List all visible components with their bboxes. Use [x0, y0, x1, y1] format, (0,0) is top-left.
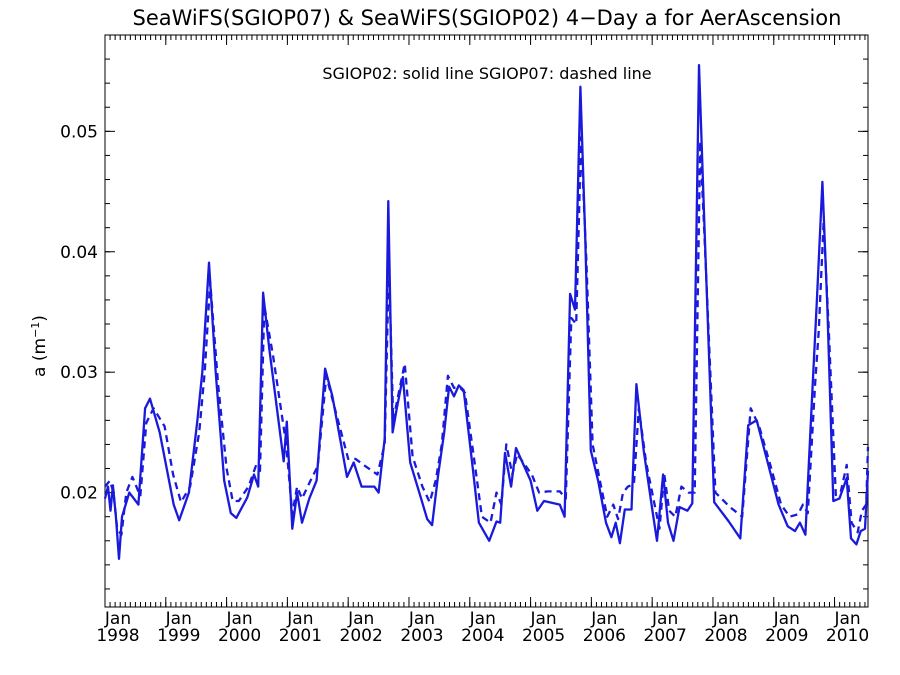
- x-tick-month-label: Jan: [590, 609, 617, 629]
- x-tick-month-label: Jan: [347, 609, 374, 629]
- x-tick-year-label: 2009: [765, 626, 808, 646]
- x-tick-year-label: 2006: [583, 626, 626, 646]
- y-tick-label: 0.03: [60, 363, 98, 383]
- x-tick-month-label: Jan: [712, 609, 739, 629]
- x-tick-month-label: Jan: [165, 609, 192, 629]
- y-axis-label: a (m−1): [29, 315, 50, 377]
- x-tick-month-label: Jan: [833, 609, 860, 629]
- x-tick-year-label: 2000: [218, 626, 261, 646]
- x-tick-month-label: Jan: [529, 609, 556, 629]
- x-tick-year-label: 2008: [704, 626, 747, 646]
- x-tick-year-label: 2007: [644, 626, 687, 646]
- series-line-sgiop07-dashed: [104, 136, 870, 536]
- y-tick-label: 0.02: [60, 484, 98, 504]
- x-tick-month-label: Jan: [469, 609, 496, 629]
- x-tick-month-label: Jan: [286, 609, 313, 629]
- legend-annotation: SGIOP02: solid line SGIOP07: dashed line: [322, 64, 651, 83]
- x-tick-year-label: 2003: [400, 626, 443, 646]
- x-tick-year-label: 2004: [461, 626, 504, 646]
- x-tick-year-label: 1998: [96, 626, 139, 646]
- x-tick-year-label: 2010: [826, 626, 869, 646]
- x-tick-month-label: Jan: [104, 609, 131, 629]
- plot-frame: [104, 34, 869, 608]
- x-tick-year-label: 2002: [340, 626, 383, 646]
- x-tick-month-label: Jan: [773, 609, 800, 629]
- plot-area: 0.020.030.040.05Jan1998Jan1999Jan2000Jan…: [60, 34, 870, 646]
- x-tick-month-label: Jan: [651, 609, 678, 629]
- x-tick-year-label: 2005: [522, 626, 565, 646]
- y-tick-label: 0.05: [60, 122, 98, 142]
- chart-title: SeaWiFS(SGIOP07) & SeaWiFS(SGIOP02) 4−Da…: [133, 6, 842, 30]
- x-tick-year-label: 2001: [279, 626, 322, 646]
- x-tick-month-label: Jan: [225, 609, 252, 629]
- y-tick-label: 0.04: [60, 243, 98, 263]
- y-axis-label-main: a (m: [30, 338, 50, 377]
- x-tick-year-label: 1999: [157, 626, 200, 646]
- y-axis-label-close: ): [30, 315, 50, 322]
- series-line-sgiop02-solid: [103, 63, 870, 560]
- x-tick-month-label: Jan: [408, 609, 435, 629]
- y-axis-label-superscript: −1: [29, 322, 42, 338]
